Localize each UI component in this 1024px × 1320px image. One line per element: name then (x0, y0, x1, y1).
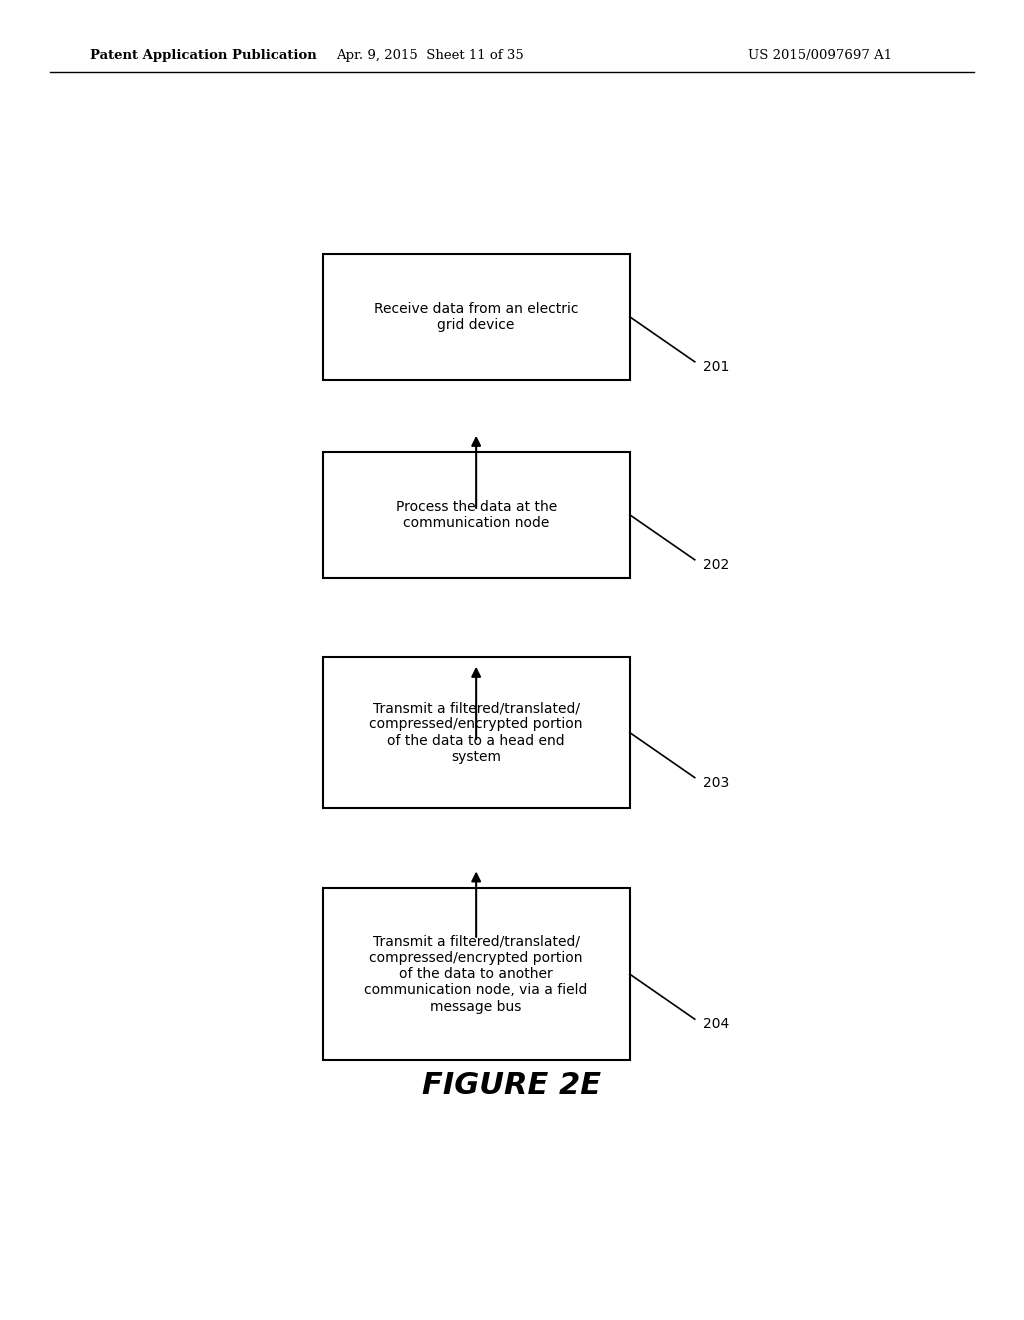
Text: 203: 203 (702, 776, 729, 789)
Bar (323, 453, 630, 578)
Bar (323, 253, 630, 380)
Text: Transmit a filtered/translated/
compressed/encrypted portion
of the data to anot: Transmit a filtered/translated/ compress… (365, 935, 588, 1014)
Text: Receive data from an electric
grid device: Receive data from an electric grid devic… (374, 302, 579, 331)
Text: 201: 201 (702, 360, 729, 374)
Text: Patent Application Publication: Patent Application Publication (90, 49, 316, 62)
Text: US 2015/0097697 A1: US 2015/0097697 A1 (748, 49, 892, 62)
Text: Transmit a filtered/translated/
compressed/encrypted portion
of the data to a he: Transmit a filtered/translated/ compress… (370, 701, 583, 764)
Text: 204: 204 (702, 1018, 729, 1031)
Text: 202: 202 (702, 558, 729, 572)
Text: Process the data at the
communication node: Process the data at the communication no… (395, 500, 557, 529)
Text: Apr. 9, 2015  Sheet 11 of 35: Apr. 9, 2015 Sheet 11 of 35 (336, 49, 524, 62)
Text: FIGURE 2E: FIGURE 2E (423, 1071, 601, 1100)
Bar (323, 656, 630, 808)
Bar (323, 888, 630, 1060)
